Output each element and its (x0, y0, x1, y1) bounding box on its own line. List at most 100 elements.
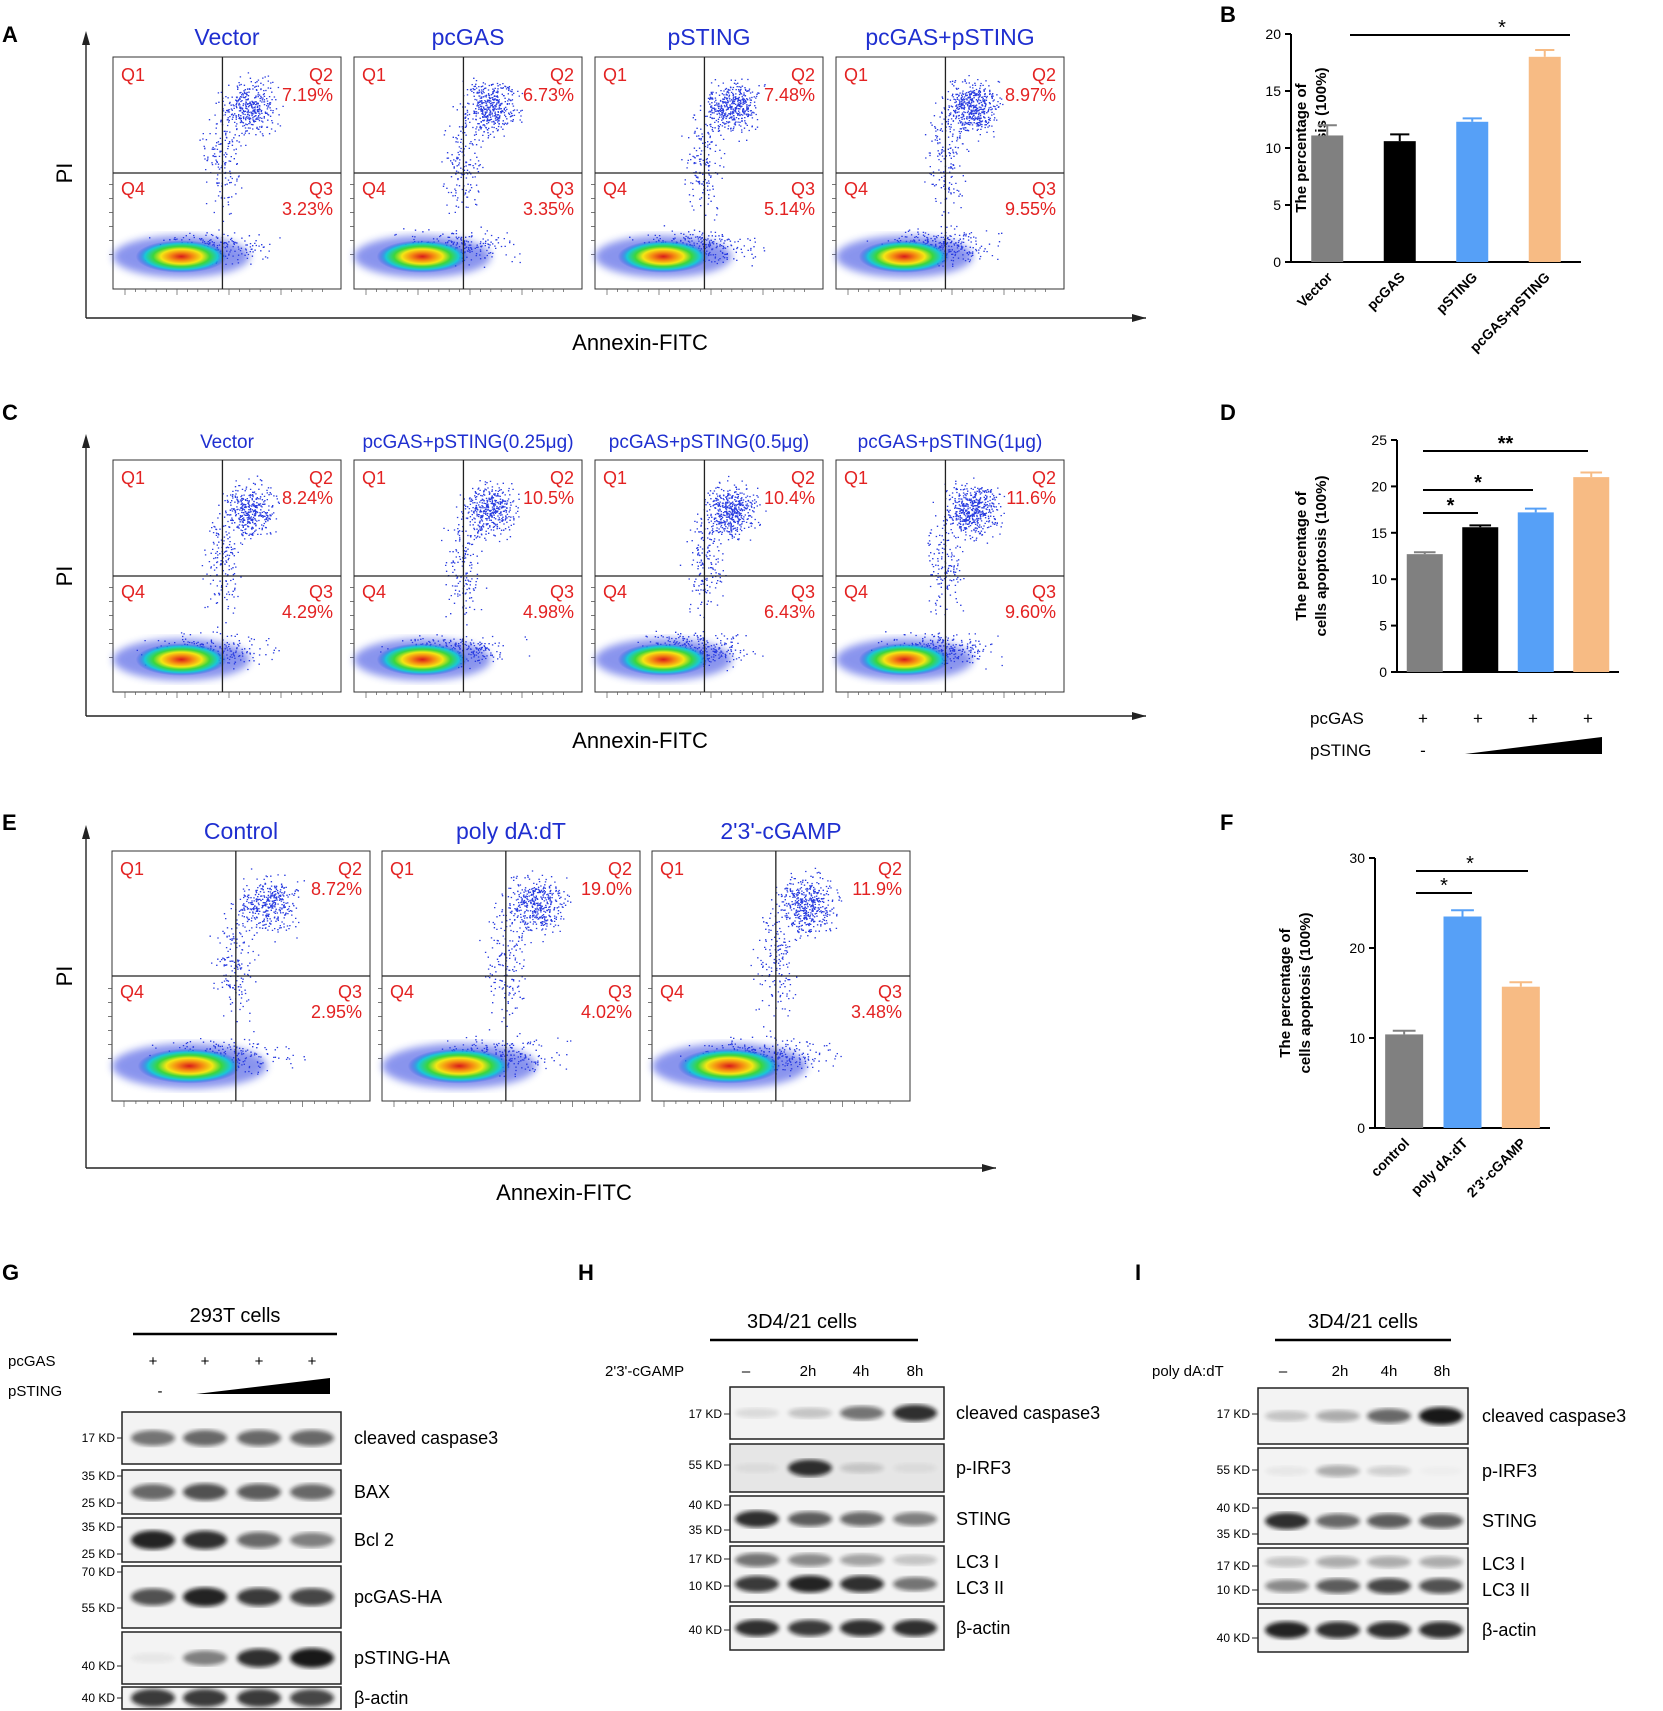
quadrant-label-q2: Q2 (1032, 65, 1056, 85)
y-tick-label: 15 (1371, 525, 1387, 541)
significance-star: * (1447, 495, 1455, 517)
category-label: pcGAS (1364, 269, 1408, 313)
significance-star: * (1440, 875, 1448, 897)
protein-band (788, 1619, 832, 1637)
flow-plot-title: pSTING (667, 24, 750, 50)
q3-percentage: 3.23% (282, 199, 333, 219)
blot-strip-4: pcGAS-HA 70 KD 55 KD (82, 1565, 442, 1629)
y-tick-label: 10 (1349, 1030, 1365, 1046)
protein-band (840, 1553, 884, 1567)
y-axis-label-line1: The percentage of (1277, 927, 1294, 1057)
protein-band (1316, 1410, 1360, 1422)
western-blot-H: 3D4/21 cells 2'3'-cGAMP – 2h 4h 8h cleaved cas… (605, 1311, 1100, 1651)
mw-marker-label: 55 KD (689, 1458, 723, 1472)
protein-band (237, 1430, 281, 1446)
q3-percentage: 2.95% (311, 1002, 362, 1022)
y-axis-label-line2: cells apoptosis (100%) (1313, 476, 1330, 637)
q3-percentage: 9.60% (1005, 602, 1056, 622)
flow-plot-title: pcGAS+pSTING (865, 24, 1034, 50)
blot-strip-2: p-IRF3 55 KD (689, 1443, 1011, 1493)
q3-percentage: 4.02% (581, 1002, 632, 1022)
category-label: pcGAS+pSTING (1466, 269, 1552, 355)
protein-band (840, 1575, 884, 1593)
band-label: Bcl 2 (354, 1530, 394, 1550)
time-lane-label: 4h (853, 1363, 870, 1380)
blot-strip-5: β-actin 40 KD (1217, 1607, 1536, 1653)
psting-minus: - (158, 1383, 163, 1400)
q3-percentage: 5.14% (764, 199, 815, 219)
mw-marker-label: 35 KD (1217, 1527, 1251, 1541)
quadrant-label-q3: Q3 (791, 582, 815, 602)
protein-band (1419, 1556, 1463, 1568)
band-label: p-IRF3 (956, 1458, 1011, 1478)
protein-band (1419, 1466, 1463, 1475)
blot-header: 3D4/21 cells (1308, 1311, 1418, 1333)
category-label: Vector (1294, 268, 1336, 310)
protein-band (1265, 1556, 1309, 1568)
mw-marker-label: 17 KD (689, 1552, 723, 1566)
bar-chart-F: 0 10 20 30 The percentage of cells apoptosis … (1277, 850, 1550, 1200)
quadrant-label-q2: Q2 (550, 468, 574, 488)
flow-plot-1: Control Q1 Q28.72% Q4 Q32.95% (108, 818, 371, 1107)
density-cloud (858, 643, 951, 676)
blot-strip-5: pSTING-HA 40 KD (82, 1631, 450, 1685)
protein-band (290, 1532, 334, 1548)
density-cloud (376, 643, 468, 676)
mw-marker-label: 17 KD (1217, 1559, 1251, 1573)
blot-strip-3: Bcl 2 35 KD 25 KD (82, 1517, 394, 1563)
blot-strip-6: β-actin 40 KD (82, 1686, 408, 1710)
flow-plot-4: pcGAS+pSTING Q1 Q28.97% Q4 Q39.55% (832, 24, 1065, 295)
blot-strip-3: STING 40 KD 35 KD (689, 1495, 1011, 1543)
protein-band (788, 1511, 832, 1527)
y-tick-label: 10 (1265, 140, 1281, 156)
protein-band (893, 1463, 937, 1473)
y-axis-arrow (82, 825, 90, 839)
quadrant-label-q3: Q3 (1032, 179, 1056, 199)
q3-percentage: 4.29% (282, 602, 333, 622)
q2-percentage: 6.73% (523, 85, 574, 105)
western-blot-I: 3D4/21 cells poly dA:dT – 2h 4h 8h cleaved cas… (1152, 1311, 1626, 1653)
protein-band (893, 1404, 937, 1422)
y-axis-label-pi: PI (52, 163, 77, 184)
y-axis-label-line1: The percentage of (1293, 490, 1310, 620)
protein-band (1265, 1512, 1309, 1530)
quadrant-label-q3: Q3 (309, 582, 333, 602)
category-label: control (1367, 1135, 1412, 1180)
quadrant-label-q4: Q4 (603, 179, 627, 199)
band-label: STING (1482, 1511, 1537, 1531)
time-lane-label: 2h (1332, 1363, 1349, 1380)
protein-band (183, 1587, 227, 1607)
pcgas-plus: + (255, 1353, 264, 1370)
mw-marker-label: 40 KD (82, 1659, 116, 1673)
panel-label-C: C (2, 400, 18, 425)
protein-band (131, 1588, 175, 1606)
quadrant-label-q4: Q4 (660, 982, 684, 1002)
category-label: 2'3'-cGAMP (1463, 1135, 1529, 1201)
band-label: pcGAS-HA (354, 1587, 442, 1607)
time-lane-label: 2h (800, 1363, 817, 1380)
protein-band (1367, 1408, 1411, 1424)
quadrant-label-q4: Q4 (844, 582, 868, 602)
blot-strip-2: BAX 35 KD 25 KD (82, 1469, 390, 1515)
quadrant-label-q2: Q2 (309, 468, 333, 488)
y-tick-label: 20 (1349, 940, 1365, 956)
bar-chart-D: 0 5 10 15 20 25 The percentage of cells apoptos… (1293, 432, 1619, 760)
quadrant-label-q1: Q1 (390, 859, 414, 879)
y-axis-label-pi: PI (52, 966, 77, 987)
flow-plot-3: pSTING Q1 Q27.48% Q4 Q35.14% (591, 24, 824, 295)
protein-band (735, 1575, 779, 1593)
pcgas-plus: + (1528, 709, 1538, 728)
bar-2 (1383, 141, 1416, 262)
flow-plot-1: Vector Q1 Q27.19% Q4 Q33.23% (109, 24, 342, 295)
quadrant-label-q2: Q2 (550, 65, 574, 85)
q3-percentage: 3.35% (523, 199, 574, 219)
protein-band (1316, 1578, 1360, 1594)
treatment-label: 2'3'-cGAMP (605, 1363, 684, 1380)
y-tick-label: 10 (1371, 571, 1387, 587)
q2-percentage: 10.5% (523, 488, 574, 508)
mw-marker-label: 55 KD (82, 1601, 116, 1615)
bar-4 (1528, 56, 1561, 262)
